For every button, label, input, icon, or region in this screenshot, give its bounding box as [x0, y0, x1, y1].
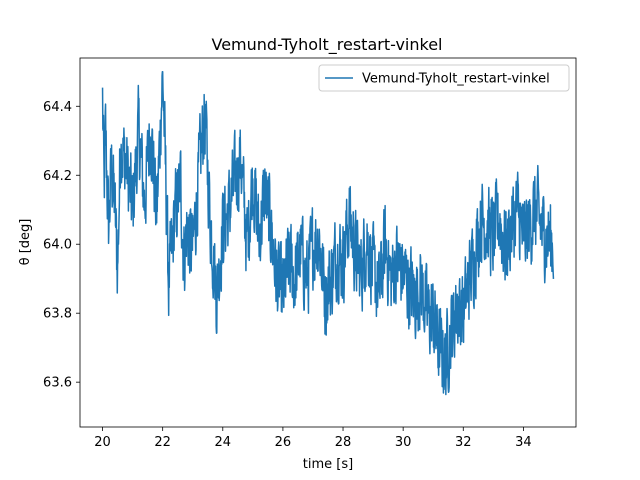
y-axis-label: θ [deg]: [18, 219, 33, 266]
legend-entry-label: Vemund-Tyholt_restart-vinkel: [362, 72, 550, 87]
y-tick-label: 64.4: [43, 100, 72, 115]
series-line: [101, 71, 555, 396]
y-tick-label: 63.6: [43, 376, 72, 391]
y-tick-label: 63.8: [43, 307, 72, 322]
x-tick-label: 26: [275, 435, 292, 450]
chart-title: Vemund-Tyholt_restart-vinkel: [212, 35, 443, 55]
x-tick-label: 20: [94, 435, 111, 450]
y-axis: 63.6 63.8 64.0 64.2 64.4: [43, 100, 80, 391]
plot-area: [79, 57, 577, 428]
legend-box: [318, 64, 570, 92]
x-tick-label: 24: [215, 435, 232, 450]
x-tick-label: 34: [515, 435, 532, 450]
x-tick-label: 30: [395, 435, 412, 450]
series-layer: [101, 71, 555, 396]
legend: Vemund-Tyholt_restart-vinkel: [318, 64, 570, 92]
x-axis: 20 22 24 26 28 30 32 34: [94, 427, 532, 450]
x-axis-label: time [s]: [303, 457, 353, 472]
x-tick-label: 22: [154, 435, 171, 450]
x-tick-label: 28: [335, 435, 352, 450]
x-tick-label: 32: [455, 435, 472, 450]
y-tick-label: 64.2: [43, 169, 72, 184]
axes-frame: [79, 57, 577, 428]
y-tick-label: 64.0: [43, 238, 72, 253]
